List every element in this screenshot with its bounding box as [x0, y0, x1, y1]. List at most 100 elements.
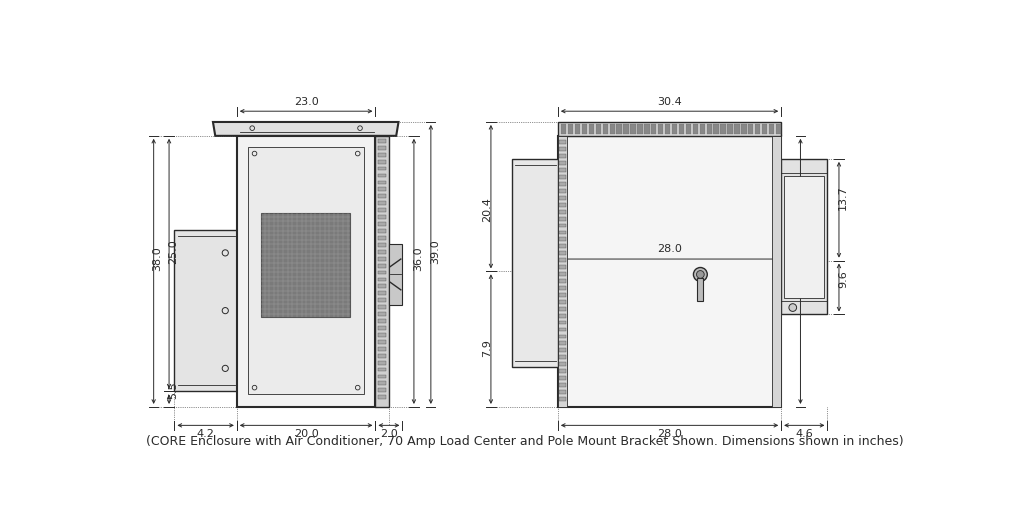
Bar: [378, 389, 386, 392]
Bar: [559, 210, 565, 214]
Bar: [561, 124, 566, 134]
Bar: [559, 286, 565, 290]
Bar: [559, 376, 565, 380]
Bar: [558, 122, 781, 136]
Bar: [697, 278, 703, 301]
Bar: [378, 312, 386, 316]
Text: (CORE Enclosure with Air Conditioner, 70 Amp Load Center and Pole Mount Bracket : (CORE Enclosure with Air Conditioner, 70…: [146, 436, 903, 448]
Bar: [769, 124, 774, 134]
Bar: [596, 124, 601, 134]
Bar: [378, 347, 386, 351]
Bar: [378, 173, 386, 178]
Bar: [378, 270, 386, 275]
Bar: [559, 307, 565, 311]
Bar: [741, 124, 746, 134]
Text: 28.0: 28.0: [657, 429, 682, 439]
Bar: [631, 124, 636, 134]
Text: 34.0: 34.0: [800, 247, 809, 271]
Bar: [559, 231, 565, 234]
Bar: [378, 236, 386, 240]
Text: 20.0: 20.0: [294, 429, 318, 439]
Bar: [378, 361, 386, 364]
Bar: [378, 381, 386, 385]
Text: 13.7: 13.7: [838, 185, 848, 210]
Bar: [378, 139, 386, 143]
Bar: [755, 124, 761, 134]
Bar: [378, 326, 386, 330]
Bar: [378, 187, 386, 191]
Bar: [249, 148, 364, 394]
Bar: [378, 195, 386, 198]
Bar: [559, 300, 565, 304]
Bar: [378, 243, 386, 247]
Bar: [672, 124, 677, 134]
Bar: [378, 146, 386, 150]
Text: 36.0: 36.0: [413, 247, 423, 271]
Bar: [727, 124, 733, 134]
Bar: [261, 213, 350, 317]
Bar: [559, 362, 565, 366]
Bar: [559, 272, 565, 276]
Bar: [699, 124, 705, 134]
Bar: [559, 383, 565, 387]
Text: 7.9: 7.9: [482, 339, 493, 357]
Bar: [378, 208, 386, 212]
Bar: [378, 257, 386, 261]
Text: 39.0: 39.0: [430, 239, 439, 264]
Bar: [378, 333, 386, 337]
Bar: [512, 159, 558, 367]
Bar: [378, 250, 386, 254]
Bar: [692, 124, 698, 134]
Bar: [378, 319, 386, 323]
Text: 4.2: 4.2: [197, 429, 215, 439]
Bar: [559, 175, 565, 179]
Bar: [714, 124, 719, 134]
Bar: [776, 124, 781, 134]
Bar: [559, 328, 565, 331]
Polygon shape: [213, 122, 398, 136]
Bar: [378, 153, 386, 157]
Bar: [378, 181, 386, 184]
Bar: [378, 292, 386, 295]
Bar: [378, 160, 386, 164]
Bar: [559, 369, 565, 373]
Bar: [749, 124, 754, 134]
Bar: [589, 124, 594, 134]
Bar: [378, 264, 386, 267]
Bar: [559, 245, 565, 248]
Bar: [559, 342, 565, 345]
Bar: [559, 279, 565, 283]
Bar: [559, 397, 565, 401]
Bar: [559, 168, 565, 172]
Bar: [559, 348, 565, 352]
Bar: [378, 340, 386, 344]
Circle shape: [788, 304, 797, 311]
Bar: [720, 124, 726, 134]
Bar: [378, 375, 386, 378]
Bar: [378, 201, 386, 205]
Bar: [378, 229, 386, 233]
Text: 2.0: 2.0: [380, 429, 397, 439]
Bar: [762, 124, 767, 134]
Text: 20.4: 20.4: [482, 197, 493, 221]
Bar: [651, 124, 656, 134]
Bar: [624, 124, 629, 134]
Bar: [559, 390, 565, 394]
Bar: [568, 124, 573, 134]
Bar: [559, 334, 565, 338]
Bar: [644, 124, 649, 134]
Bar: [734, 124, 739, 134]
Bar: [609, 124, 614, 134]
Text: 38.0: 38.0: [153, 247, 163, 271]
Bar: [378, 167, 386, 170]
Bar: [378, 395, 386, 399]
Bar: [378, 354, 386, 358]
Bar: [559, 237, 565, 241]
Bar: [784, 176, 824, 298]
Circle shape: [693, 267, 708, 281]
Bar: [559, 265, 565, 269]
Bar: [559, 217, 565, 220]
Bar: [378, 278, 386, 281]
Text: 9.6: 9.6: [838, 270, 848, 287]
Text: 4.6: 4.6: [796, 429, 813, 439]
